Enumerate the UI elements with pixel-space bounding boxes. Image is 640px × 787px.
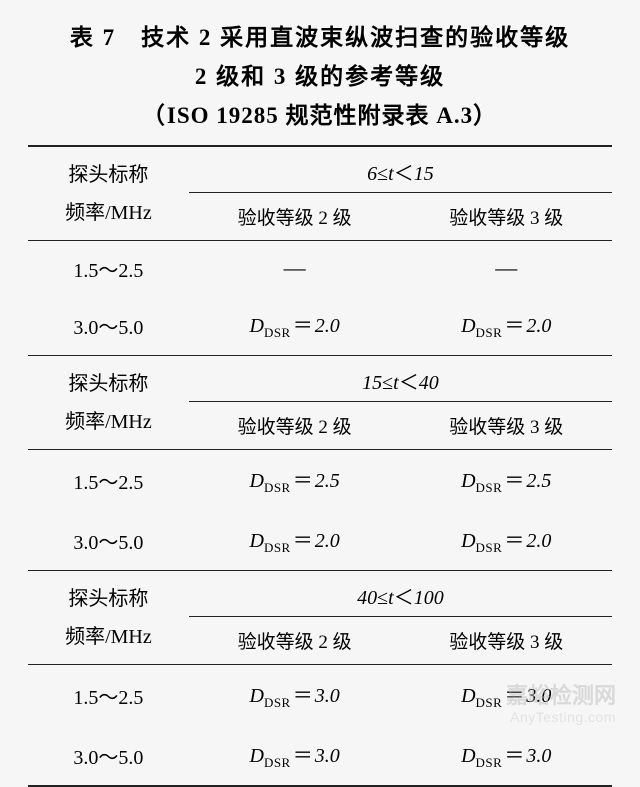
col-level-3: 验收等级 3 级 xyxy=(400,193,612,241)
freq-cell: 3.0～5.0 xyxy=(28,510,189,571)
value-cell: DDSR＝3.0 xyxy=(189,725,401,786)
value-cell: DDSR＝3.0 xyxy=(400,725,612,786)
thickness-range: 15≤t＜40 xyxy=(189,356,612,402)
col-level-3: 验收等级 3 级 xyxy=(400,617,612,665)
value-cell: DDSR＝2.0 xyxy=(400,510,612,571)
freq-cell: 3.0～5.0 xyxy=(28,725,189,786)
col-level-2: 验收等级 2 级 xyxy=(189,402,401,450)
freq-cell: 1.5～2.5 xyxy=(28,241,189,296)
value-cell: DDSR＝3.0 xyxy=(189,665,401,726)
acceptance-table: 探头标称频率/MHz6≤t＜15验收等级 2 级验收等级 3 级1.5～2.5—… xyxy=(28,145,612,787)
value-cell: DDSR＝2.0 xyxy=(400,295,612,356)
value-cell: DDSR＝2.5 xyxy=(400,450,612,511)
value-cell: — xyxy=(400,241,612,296)
value-cell: DDSR＝2.0 xyxy=(189,510,401,571)
thickness-range: 40≤t＜100 xyxy=(189,571,612,617)
title-line-3: （ISO 19285 规范性附录表 A.3） xyxy=(28,96,612,135)
probe-header: 探头标称频率/MHz xyxy=(28,571,189,665)
table-title: 表 7 技术 2 采用直波束纵波扫查的验收等级 2 级和 3 级的参考等级 （I… xyxy=(28,18,612,135)
freq-cell: 1.5～2.5 xyxy=(28,450,189,511)
value-cell: DDSR＝3.0 xyxy=(400,665,612,726)
title-line-1: 表 7 技术 2 采用直波束纵波扫查的验收等级 xyxy=(28,18,612,57)
probe-header: 探头标称频率/MHz xyxy=(28,356,189,450)
title-line-2: 2 级和 3 级的参考等级 xyxy=(28,57,612,96)
col-level-3: 验收等级 3 级 xyxy=(400,402,612,450)
thickness-range: 6≤t＜15 xyxy=(189,146,612,193)
freq-cell: 3.0～5.0 xyxy=(28,295,189,356)
value-cell: DDSR＝2.0 xyxy=(189,295,401,356)
value-cell: — xyxy=(189,241,401,296)
col-level-2: 验收等级 2 级 xyxy=(189,193,401,241)
col-level-2: 验收等级 2 级 xyxy=(189,617,401,665)
probe-header: 探头标称频率/MHz xyxy=(28,146,189,241)
freq-cell: 1.5～2.5 xyxy=(28,665,189,726)
value-cell: DDSR＝2.5 xyxy=(189,450,401,511)
